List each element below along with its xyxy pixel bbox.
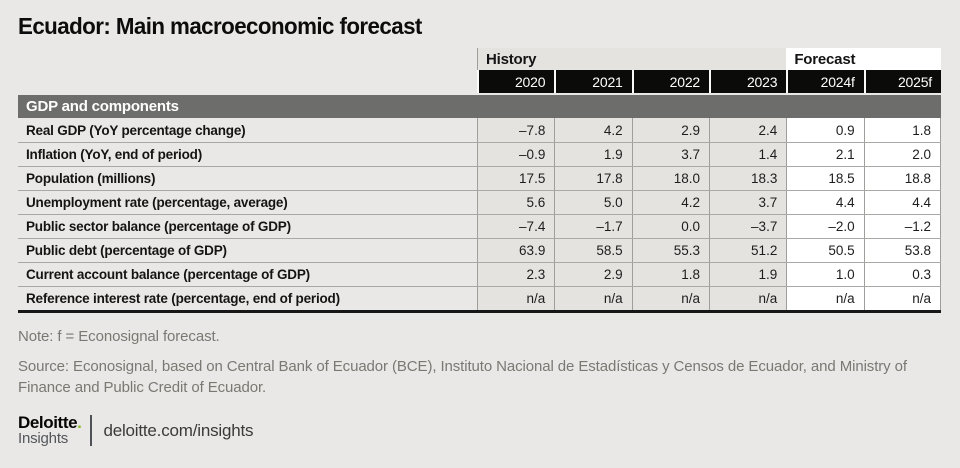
row-label: Current account balance (percentage of G… — [26, 267, 310, 282]
row-label: Real GDP (YoY percentage change) — [26, 122, 246, 138]
value-cell: 4.2 — [631, 191, 709, 214]
brand-sub-wordmark: Insights — [18, 430, 69, 447]
page-title: Ecuador: Main macroeconomic forecast — [18, 13, 422, 39]
value-cell: 53.8 — [863, 239, 941, 262]
note-text: Note: f = Econosignal forecast. — [18, 328, 220, 345]
table-row: Unemployment rate (percentage, average) 5… — [18, 190, 941, 214]
value-cell: 2.3 — [477, 263, 555, 286]
value-cell: 0.0 — [631, 215, 709, 238]
value-cell: 3.7 — [631, 143, 709, 166]
value-cell: –1.2 — [863, 215, 941, 238]
value-cell: 55.3 — [631, 239, 709, 262]
column-header-2025f: 2025f — [863, 70, 941, 93]
value-cell: –1.7 — [554, 215, 632, 238]
value-cell: –3.7 — [709, 215, 787, 238]
value-cell: –7.8 — [477, 118, 555, 142]
footer-divider — [90, 415, 93, 446]
value-cell: n/a — [786, 287, 864, 310]
value-cell: 2.1 — [786, 143, 864, 166]
value-cell: 1.9 — [554, 143, 632, 166]
row-label: Population (millions) — [26, 171, 156, 186]
history-group-header: History — [477, 48, 787, 70]
macro-forecast-table: History Forecast 2020 2021 2022 2023 202… — [18, 48, 941, 313]
table-row: Real GDP (YoY percentage change) –7.8 4.2 2… — [18, 118, 941, 142]
value-cell: n/a — [554, 287, 632, 310]
column-header-2021: 2021 — [554, 70, 632, 93]
year-spacer — [18, 70, 477, 93]
column-group-header-row: History Forecast — [18, 48, 941, 70]
row-label: Public sector balance (percentage of GDP… — [26, 219, 291, 234]
header-spacer — [18, 48, 477, 70]
value-cell: 4.2 — [554, 118, 632, 142]
value-cell: 5.6 — [477, 191, 555, 214]
column-header-2022: 2022 — [631, 70, 709, 93]
value-cell: 63.9 — [477, 239, 555, 262]
value-cell: –2.0 — [786, 215, 864, 238]
value-cell: 51.2 — [709, 239, 787, 262]
value-cell: 2.9 — [631, 118, 709, 142]
table-row: Reference interest rate (percentage, end… — [18, 286, 941, 310]
value-cell: 18.5 — [786, 167, 864, 190]
value-cell: 0.9 — [786, 118, 864, 142]
forecast-group-header: Forecast — [786, 48, 941, 70]
value-cell: 2.9 — [554, 263, 632, 286]
value-cell: 4.4 — [863, 191, 941, 214]
value-cell: 17.8 — [554, 167, 632, 190]
value-cell: 1.9 — [709, 263, 787, 286]
brand-wordmark: Deloitte. — [18, 413, 82, 432]
brand-wordmark-text: Deloitte — [18, 413, 78, 432]
value-cell: 2.4 — [709, 118, 787, 142]
table-body: Real GDP (YoY percentage change) –7.8 4.2 2… — [18, 118, 941, 313]
value-cell: 4.4 — [786, 191, 864, 214]
table-row: Public sector balance (percentage of GDP… — [18, 214, 941, 238]
row-label: Inflation (YoY, end of period) — [26, 147, 202, 162]
source-text: Source: Econosignal, based on Central Ba… — [18, 358, 907, 396]
value-cell: 18.0 — [631, 167, 709, 190]
row-label: Reference interest rate (percentage, end… — [26, 291, 340, 306]
column-header-2020: 2020 — [477, 70, 555, 93]
column-header-2024f: 2024f — [786, 70, 864, 93]
value-cell: 58.5 — [554, 239, 632, 262]
value-cell: 0.3 — [863, 263, 941, 286]
table-row: Current account balance (percentage of G… — [18, 262, 941, 286]
value-cell: n/a — [477, 287, 555, 310]
value-cell: 5.0 — [554, 191, 632, 214]
value-cell: 3.7 — [709, 191, 787, 214]
value-cell: 50.5 — [786, 239, 864, 262]
table-row: Population (millions) 17.5 17.8 18.0 18.3 18.… — [18, 166, 941, 190]
value-cell: 1.4 — [709, 143, 787, 166]
value-cell: 2.0 — [863, 143, 941, 166]
value-cell: –7.4 — [477, 215, 555, 238]
value-cell: 18.8 — [863, 167, 941, 190]
value-cell: n/a — [709, 287, 787, 310]
column-header-2023: 2023 — [709, 70, 787, 93]
value-cell: 1.8 — [631, 263, 709, 286]
value-cell: 1.8 — [863, 118, 941, 142]
table-row: Public debt (percentage of GDP) 63.9 58.5 5… — [18, 238, 941, 262]
value-cell: n/a — [631, 287, 709, 310]
value-cell: –0.9 — [477, 143, 555, 166]
row-label: Unemployment rate (percentage, average) — [26, 195, 288, 210]
brand-green-dot: . — [77, 413, 82, 432]
value-cell: 18.3 — [709, 167, 787, 190]
value-cell: 1.0 — [786, 263, 864, 286]
footer-brand-bar: Deloitte. Insights deloitte.com/insights — [18, 413, 254, 447]
footer-url-link[interactable]: deloitte.com/insights — [103, 420, 254, 440]
deloitte-insights-logo: Deloitte. Insights — [18, 413, 82, 447]
table-row: Inflation (YoY, end of period) –0.9 1.9 3.7… — [18, 142, 941, 166]
value-cell: n/a — [863, 287, 941, 310]
value-cell: 17.5 — [477, 167, 555, 190]
row-label: Public debt (percentage of GDP) — [26, 243, 227, 258]
year-header-row: 2020 2021 2022 2023 2024f 2025f — [18, 70, 941, 93]
section-header-gdp-and-components: GDP and components — [18, 95, 941, 118]
